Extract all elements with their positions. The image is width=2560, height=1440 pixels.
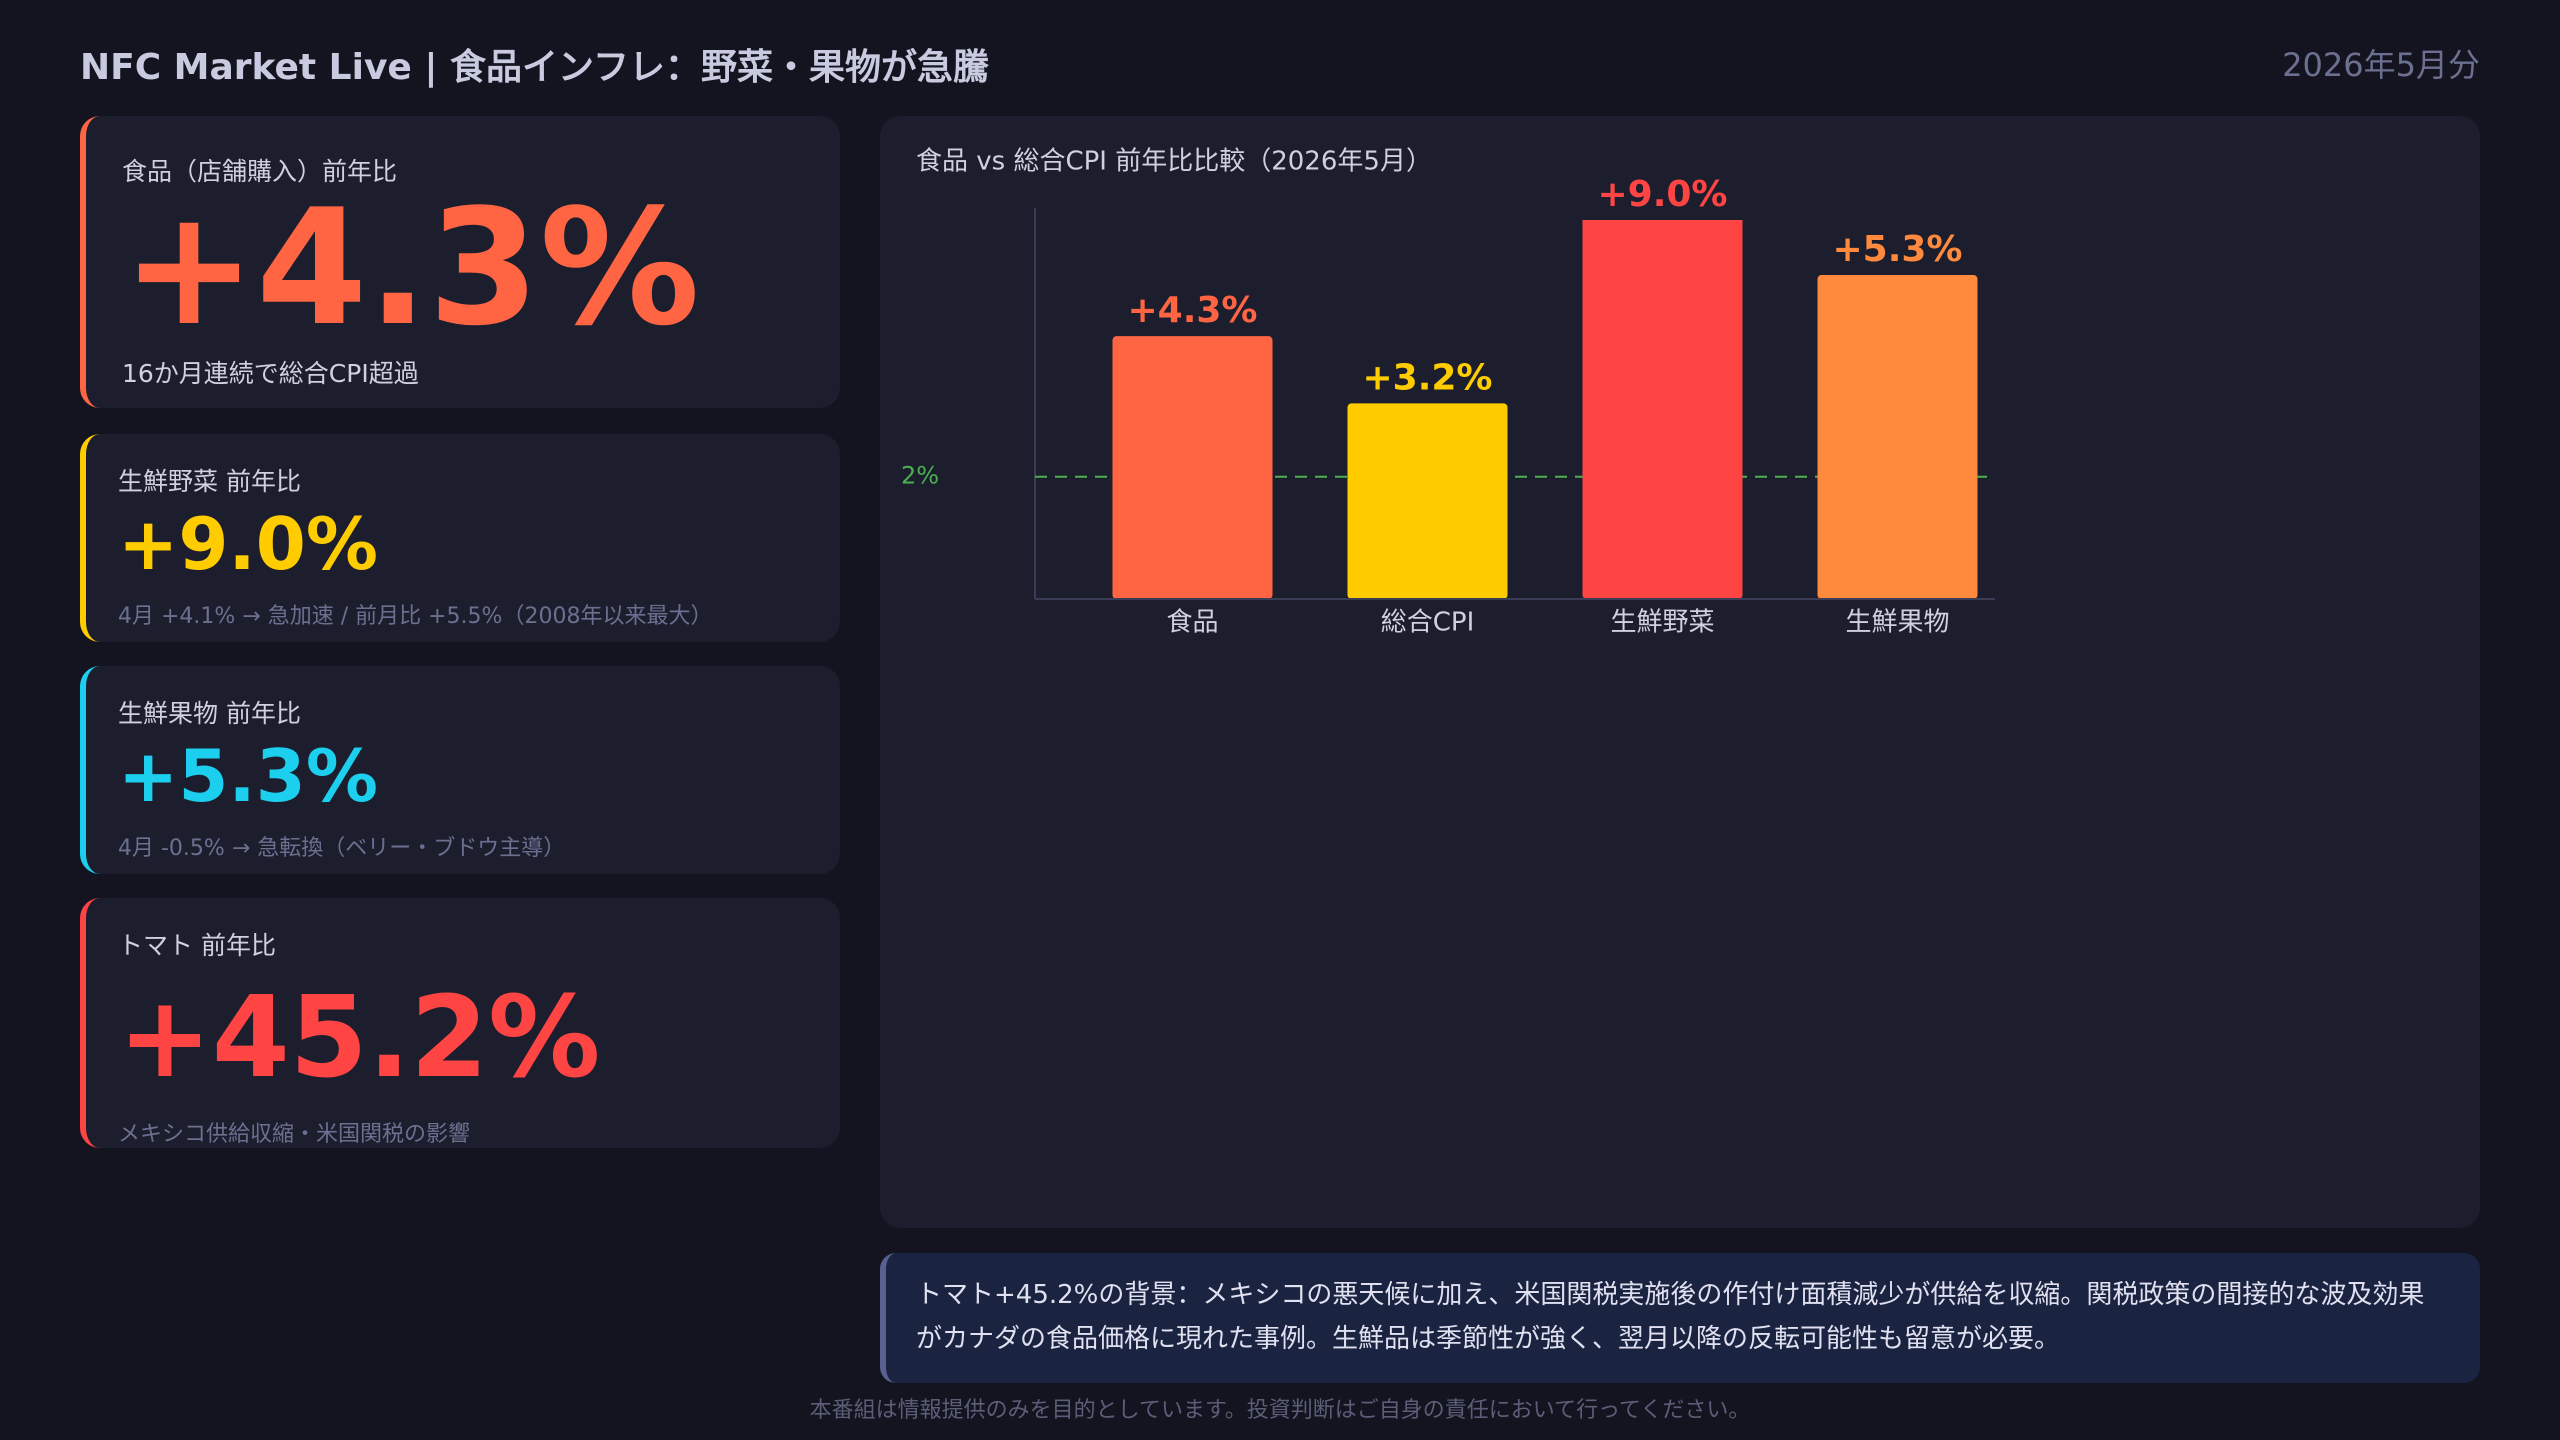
stat-card: 生鮮野菜 前年比 +9.0% 4月 +4.1% → 急加速 / 前月比 +5.5…: [80, 434, 840, 642]
chart-panel: 食品 vs 総合CPI 前年比比較（2026年5月） 2% +4.3% 食品 +3.2…: [880, 116, 2480, 1228]
card-value: +5.3%: [118, 734, 379, 818]
chart-title: 食品 vs 総合CPI 前年比比較（2026年5月）: [916, 147, 1432, 177]
card-note: メキシコ供給収縮・米国関税の影響: [118, 1122, 471, 1147]
bar: [1347, 403, 1508, 599]
bar: [1817, 275, 1978, 599]
card-note: 16か月連続で総合CPI超過: [122, 359, 419, 388]
page-title: NFC Market Live | 食品インフレ：野菜・果物が急騰: [80, 47, 989, 88]
chart: 食品 vs 総合CPI 前年比比較（2026年5月） 2% +4.3% 食品 +3.2…: [901, 147, 1995, 638]
card-value: +9.0%: [118, 502, 379, 586]
x-tick-label: 食品: [1166, 608, 1218, 638]
card-label: 生鮮果物 前年比: [118, 699, 301, 728]
footer: 本番組は情報提供のみを目的としています。投資判断はご自身の責任において行ってくだ…: [809, 1398, 1751, 1423]
value-label: +9.0%: [1597, 174, 1727, 215]
value-label: +5.3%: [1832, 229, 1962, 270]
reference-label: 2%: [901, 462, 939, 490]
x-tick-label: 生鮮果物: [1845, 608, 1949, 638]
bar: [1582, 220, 1743, 599]
value-label: +4.3%: [1127, 290, 1257, 331]
stat-card: トマト 前年比 +45.2% メキシコ供給収縮・米国関税の影響: [80, 898, 840, 1148]
x-tick-label: 生鮮野菜: [1610, 608, 1714, 638]
card-label: 生鮮野菜 前年比: [118, 467, 301, 496]
bar: [1112, 336, 1273, 599]
card-label: トマト 前年比: [118, 931, 276, 960]
card-value: +4.3%: [122, 174, 700, 361]
stat-card: 生鮮果物 前年比 +5.3% 4月 -0.5% → 急転換（ベリー・ブドウ主導）: [80, 666, 840, 874]
card-value: +45.2%: [118, 973, 601, 1103]
x-tick-label: 総合CPI: [1381, 608, 1475, 638]
card-note: 4月 +4.1% → 急加速 / 前月比 +5.5%（2008年以来最大）: [118, 604, 713, 629]
value-label: +3.2%: [1362, 357, 1492, 398]
card-label: 食品（店舗購入）前年比: [122, 157, 398, 186]
stat-card: 食品（店舗購入）前年比 +4.3% 16か月連続で総合CPI超過: [80, 116, 840, 408]
bars: [1112, 220, 1978, 599]
card-note: 4月 -0.5% → 急転換（ベリー・ブドウ主導）: [118, 836, 566, 861]
date: 2026年5月分: [2282, 46, 2480, 84]
note-box: トマト+45.2%の背景：メキシコの悪天候に加え、米国関税実施後の作付け面積減少…: [880, 1253, 2480, 1383]
